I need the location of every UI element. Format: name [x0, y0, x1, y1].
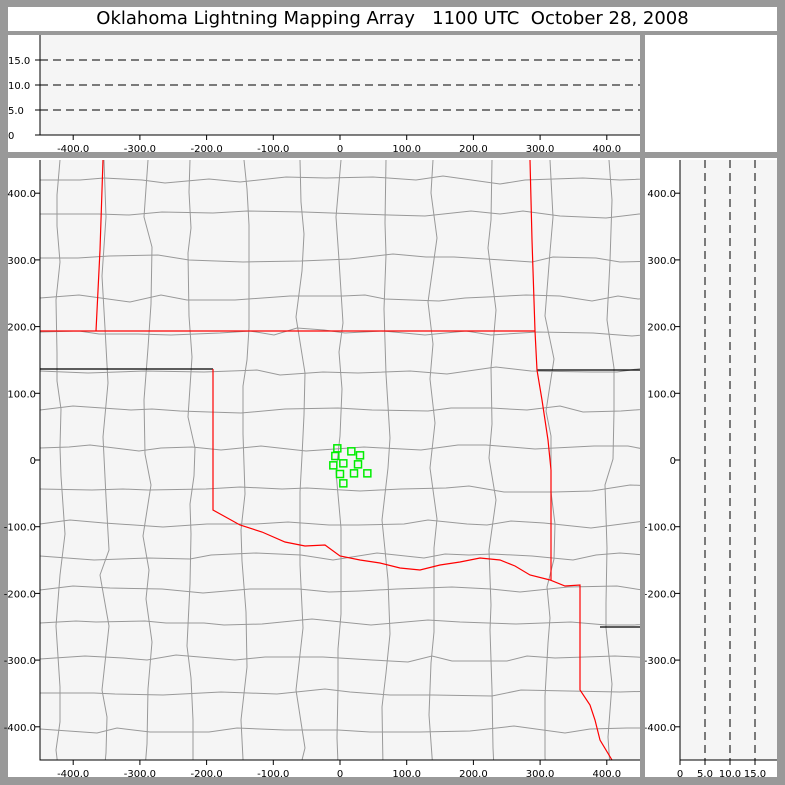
map-x-tick-label: -100.0	[257, 769, 289, 780]
top-x-tick-label: -300.0	[124, 144, 156, 155]
tick-labels: -400.0 -300.0 -200.0 -100.0 0 100.0 200.0 300.0…	[4, 56, 766, 780]
top-x-tick-label: 300.0	[526, 144, 555, 155]
right-x-tick-label: 15.0	[744, 769, 766, 780]
right-x-tick-label: 0	[677, 769, 683, 780]
right-y-tick-label: -400.0	[644, 723, 676, 734]
map-y-tick-label: 200.0	[7, 323, 36, 334]
state-boundaries	[40, 160, 640, 760]
lightning-source-point	[349, 469, 359, 478]
lightning-source-point	[329, 461, 338, 470]
lightning-source-point	[363, 469, 372, 478]
map-x-tick-label: -200.0	[190, 769, 222, 780]
map-x-tick-label: 200.0	[459, 769, 488, 780]
right-y-tick-label: 400.0	[647, 189, 676, 200]
map-x-tick-label: 400.0	[592, 769, 621, 780]
top-x-tick-label: 100.0	[392, 144, 421, 155]
map-x-tick-label: -400.0	[57, 769, 89, 780]
right-y-tick-label: 300.0	[647, 256, 676, 267]
top-y-tick-label: 5.0	[8, 106, 24, 117]
lightning-source-point	[355, 451, 365, 460]
corner-panel	[645, 35, 777, 152]
lightning-source-point	[347, 447, 356, 456]
lightning-source-point	[335, 469, 345, 479]
axes	[35, 35, 777, 765]
lightning-source-point	[339, 459, 348, 468]
right-y-tick-label: 0	[670, 456, 676, 467]
map-y-tick-label: -100.0	[4, 523, 36, 534]
map-y-tick-label: 300.0	[7, 256, 36, 267]
lightning-source-point	[339, 479, 348, 488]
map-y-tick-label: 400.0	[7, 189, 36, 200]
lightning-sources	[329, 444, 372, 488]
map-x-tick-label: 100.0	[392, 769, 421, 780]
map-x-tick-label: -300.0	[124, 769, 156, 780]
right-y-tick-label: -300.0	[644, 656, 676, 667]
right-y-tick-label: 100.0	[647, 389, 676, 400]
right-y-tick-label: -200.0	[644, 589, 676, 600]
right-y-tick-label: -100.0	[644, 523, 676, 534]
top-y-tick-label: 10.0	[8, 81, 30, 92]
top-y-tick-label: 15.0	[8, 56, 30, 67]
right-x-tick-label: 5.0	[697, 769, 713, 780]
map-y-tick-label: -200.0	[4, 589, 36, 600]
right-y-tick-label: 200.0	[647, 323, 676, 334]
map-x-tick-label: 300.0	[526, 769, 555, 780]
lightning-source-point	[353, 460, 363, 469]
chart-title: Oklahoma Lightning Mapping Array 1100 UT…	[8, 7, 777, 31]
lightning-source-point	[331, 451, 340, 461]
map-y-tick-label: 0	[30, 456, 36, 467]
map-y-tick-label: 100.0	[7, 389, 36, 400]
map-y-tick-label: -400.0	[4, 723, 36, 734]
map-x-tick-label: 0	[337, 769, 343, 780]
top-x-tick-label: 0	[337, 144, 343, 155]
top-x-tick-label: -100.0	[257, 144, 289, 155]
top-x-tick-label: 200.0	[459, 144, 488, 155]
county-boundaries	[40, 160, 640, 760]
top-x-tick-label: -200.0	[190, 144, 222, 155]
top-x-tick-label: -400.0	[57, 144, 89, 155]
top-y-tick-label: 0	[8, 131, 14, 142]
right-x-tick-label: 10.0	[719, 769, 741, 780]
map-y-tick-label: -300.0	[4, 656, 36, 667]
top-x-tick-label: 400.0	[592, 144, 621, 155]
